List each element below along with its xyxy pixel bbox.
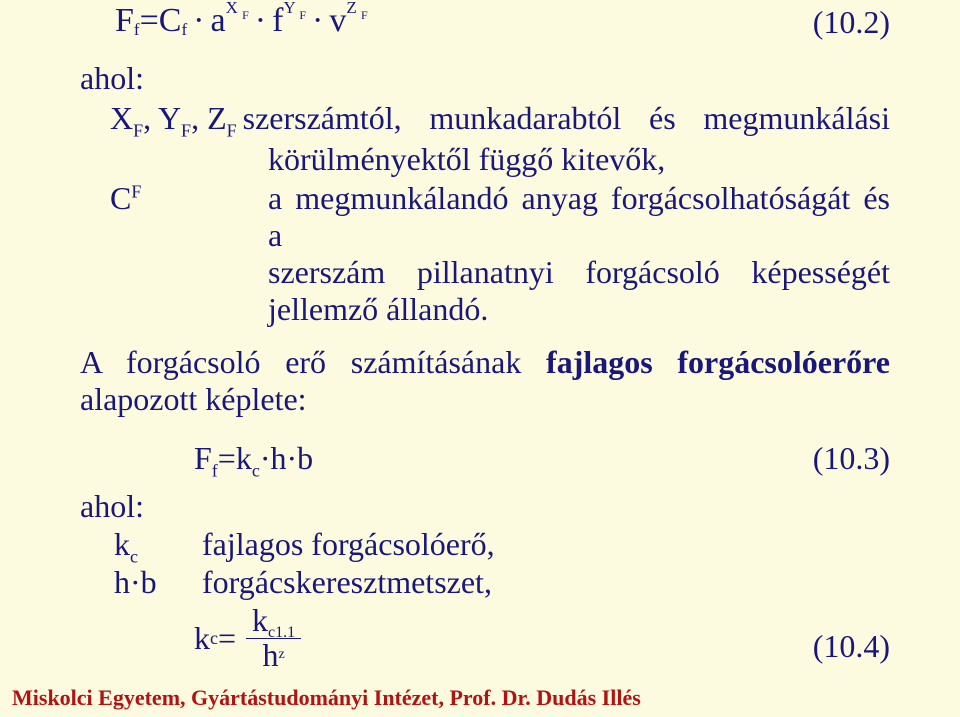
sym-F: F: [115, 2, 134, 40]
def-row-1: XF, YF, ZF szerszámtól, munkadarabtól és…: [110, 100, 890, 141]
eq3-den: hz: [256, 639, 290, 673]
sym-C-sub: f: [181, 20, 187, 40]
def2-symbols: CF: [110, 180, 268, 217]
exp-Z-sub: F: [361, 8, 368, 22]
def2-e: képességét: [751, 254, 890, 291]
eq3-den-h: h: [262, 637, 278, 673]
def2-c: pillanatnyi: [417, 254, 554, 291]
eq2-F: F: [194, 440, 212, 476]
sentence-post: alapozott képlete:: [80, 381, 307, 417]
def-row-2: CF a megmunkálandó anyag forgácsolhatósá…: [110, 180, 890, 328]
sym-f: f: [272, 2, 283, 40]
exp-Yf: Y F: [283, 0, 306, 18]
ahol-2: ahol:: [80, 488, 144, 525]
exp-Z: Z: [346, 0, 356, 17]
def3-sym: kc: [114, 526, 194, 567]
exp-X: X: [226, 0, 238, 17]
sym-X-sub: F: [133, 120, 143, 140]
eq3-kc: c: [210, 628, 218, 649]
sep1: ,: [143, 100, 158, 136]
sentence-pre: A forgácsoló erő számításának: [80, 344, 546, 380]
eq3-fraction: kc1.1 hz: [246, 604, 301, 672]
eq2-rest: ·h·b: [260, 440, 313, 476]
sentence-bold: fajlagos forgácsolóerőre: [546, 344, 890, 380]
eq3-k: k: [194, 620, 210, 657]
def2-b: szerszám: [268, 254, 385, 291]
dot1: ·: [187, 2, 210, 40]
sym-eq: =: [140, 2, 159, 40]
exp-Y-sub: F: [299, 8, 306, 22]
def2-d: forgácsoló: [585, 254, 719, 291]
def4-sym: h·b: [114, 564, 194, 601]
eq-label-10-3: (10.3): [813, 440, 890, 477]
exp-X-sub: F: [242, 8, 249, 22]
equation-10-4: kc = kc1.1 hz: [194, 604, 301, 672]
sym-F-sub: f: [134, 20, 140, 40]
sym-v: v: [329, 2, 346, 40]
def4-text: forgácskeresztmetszet,: [202, 564, 492, 600]
sym-X: X: [110, 100, 133, 136]
eq3-num: kc1.1: [246, 604, 301, 639]
def2-line2: szerszám pillanatnyi forgácsoló képesség…: [268, 254, 890, 291]
def1-b: munkadarabtól: [429, 100, 621, 137]
def3-text: fajlagos forgácsolóerő,: [202, 526, 495, 562]
sep2: ,: [191, 100, 207, 136]
def3-k: k: [114, 526, 130, 562]
ahol-1: ahol:: [80, 60, 144, 97]
sym-Y-sub: F: [181, 120, 191, 140]
equation-10-2: F f = C f · a X F · f Y F · v Z F: [115, 2, 368, 40]
def2-line1: a megmunkálandó anyag forgácsolhatóságát…: [268, 180, 890, 254]
eq-label-10-2: (10.2): [813, 4, 890, 41]
exp-Y: Y: [283, 0, 295, 17]
sym-C2: C: [110, 180, 131, 216]
eq3-den-sup: z: [278, 647, 284, 662]
def1-symbols: XF, YF, ZF: [110, 100, 237, 141]
sym-C: C: [159, 2, 182, 40]
exp-Xf: X F: [226, 0, 249, 18]
sym-C2-sup: F: [131, 182, 141, 202]
def1-d: megmunkálási: [703, 100, 890, 137]
equation-10-3: Ff=kc·h·b: [194, 440, 313, 481]
def-kc: kc fajlagos forgácsolóerő,: [114, 526, 495, 567]
exp-Zf: Z F: [346, 0, 367, 18]
sentence: A forgácsoló erő számításának fajlagos f…: [80, 344, 890, 418]
sym-a: a: [210, 2, 225, 40]
def-hb: h·b forgácskeresztmetszet,: [114, 564, 492, 601]
sym-Y: Y: [158, 100, 181, 136]
sym-Z2: Z: [207, 100, 227, 136]
def1-line2: körülményektől függő kitevők,: [268, 141, 890, 178]
eq2-ksub: c: [252, 460, 260, 480]
eq2-mid: =k: [218, 440, 252, 476]
def2-line3: jellemző állandó.: [268, 291, 890, 328]
eq3-num-k: k: [252, 602, 268, 638]
definitions-block: XF, YF, ZF szerszámtól, munkadarabtól és…: [110, 100, 890, 328]
def1-c: és: [649, 100, 676, 137]
eq-label-10-4: (10.4): [813, 628, 890, 665]
footer: Miskolci Egyetem, Gyártástudományi Intéz…: [12, 685, 641, 711]
eq3-eq: =: [218, 620, 236, 657]
dot3: ·: [306, 2, 329, 40]
def1-line1: szerszámtól, munkadarabtól és megmunkálá…: [243, 100, 890, 137]
dot2: ·: [249, 2, 272, 40]
eq3-num-sub: c1.1: [268, 624, 295, 641]
def1-a: szerszámtól,: [243, 100, 402, 137]
sym-Z-sub: F: [227, 120, 237, 140]
def2-text: a megmunkálandó anyag forgácsolhatóságát…: [268, 180, 890, 328]
